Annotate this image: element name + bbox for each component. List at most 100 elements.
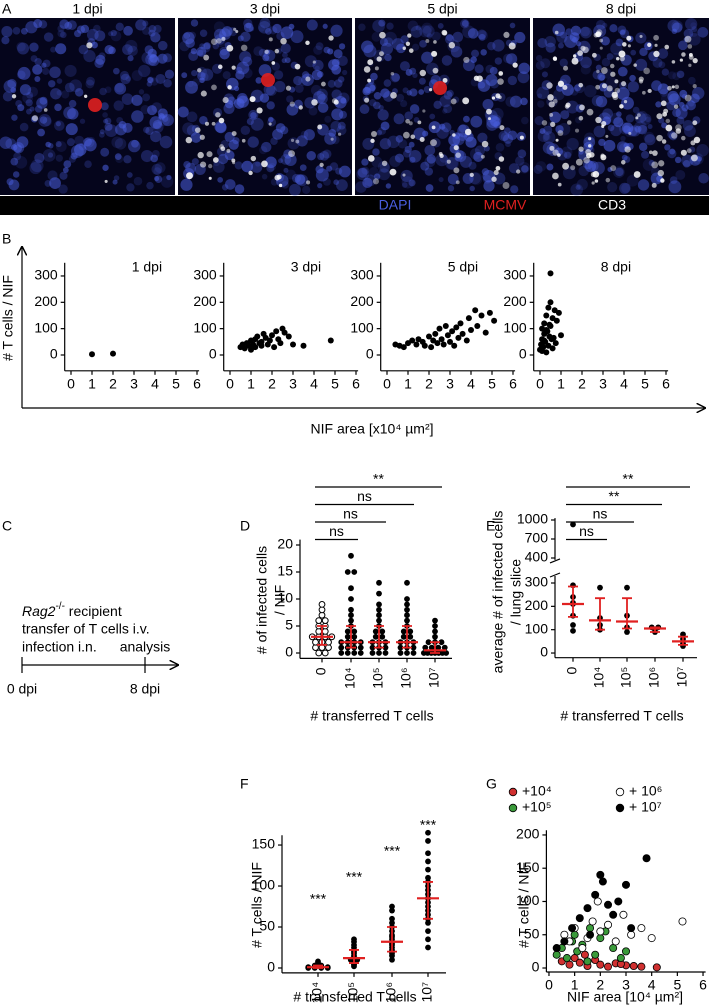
- cd3-cell: [639, 79, 644, 84]
- nucleus: [620, 135, 626, 142]
- nucleus: [259, 93, 270, 103]
- nucleus: [12, 26, 21, 35]
- cd3-cell: [379, 31, 386, 39]
- cd3-cell: [203, 54, 210, 61]
- cd3-cell: [407, 33, 412, 38]
- point: [389, 903, 395, 910]
- nucleus: [250, 117, 264, 131]
- nucleus: [643, 131, 655, 143]
- nucleus: [10, 157, 19, 166]
- nucleus: [54, 103, 62, 112]
- nucleus: [33, 19, 43, 29]
- nucleus: [619, 29, 626, 36]
- nucleus: [217, 176, 224, 183]
- point: [451, 342, 458, 349]
- nucleus: [55, 154, 63, 162]
- nucleus: [57, 29, 65, 38]
- nucleus: [505, 141, 511, 148]
- nucleus: [293, 75, 303, 86]
- point: [315, 617, 323, 624]
- nucleus: [560, 31, 568, 39]
- nucleus: [39, 96, 48, 105]
- nucleus: [569, 32, 580, 43]
- nucleus: [690, 22, 697, 29]
- point: [382, 644, 389, 651]
- point: [468, 326, 474, 333]
- nucleus: [545, 42, 556, 53]
- cd3-cell: [563, 65, 569, 71]
- nucleus: [636, 110, 648, 122]
- nucleus: [560, 110, 570, 120]
- nucleus: [111, 136, 123, 149]
- point: [463, 337, 470, 344]
- cd3-cell: [453, 167, 460, 174]
- nucleus: [419, 25, 432, 38]
- nucleus: [65, 123, 78, 136]
- nucleus: [537, 38, 548, 49]
- nucleus: [389, 72, 400, 83]
- nucleus: [458, 132, 467, 142]
- gene: Rag2: [22, 603, 56, 619]
- point: [344, 633, 351, 640]
- cd3-cell: [83, 94, 88, 98]
- nucleus: [258, 48, 267, 57]
- significance: **: [373, 471, 384, 487]
- point: [596, 927, 605, 936]
- nucleus: [671, 28, 678, 35]
- y-tick-label: 15: [277, 563, 293, 579]
- nucleus: [214, 34, 225, 45]
- nucleus: [317, 182, 323, 189]
- nucleus: [30, 55, 38, 62]
- nucleus: [43, 32, 54, 42]
- point: [369, 650, 376, 656]
- cd3-cell: [295, 139, 300, 144]
- nucleus: [515, 156, 525, 166]
- nucleus: [135, 19, 147, 31]
- cd3-cell: [469, 172, 474, 178]
- nucleus: [610, 112, 622, 125]
- nucleus: [142, 20, 149, 27]
- nucleus: [155, 73, 166, 84]
- nucleus: [34, 58, 42, 66]
- nucleus: [655, 101, 662, 108]
- panel-label: F: [240, 776, 249, 792]
- cd3-cell: [249, 96, 256, 103]
- nucleus: [421, 22, 433, 34]
- point: [425, 838, 431, 844]
- cd3-cell: [403, 131, 410, 139]
- nucleus: [657, 83, 669, 95]
- nucleus: [423, 85, 431, 93]
- nucleus: [412, 43, 420, 51]
- nucleus: [243, 18, 253, 29]
- cd3-cell: [688, 63, 692, 67]
- cd3-cell: [261, 160, 268, 168]
- nucleus: [261, 173, 268, 180]
- x-tick-label: 2: [596, 977, 604, 993]
- point: [258, 342, 265, 349]
- nucleus: [518, 62, 530, 75]
- nucleus: [185, 80, 198, 94]
- cd3-cell: [217, 64, 223, 70]
- nucleus: [420, 161, 430, 171]
- nucleus: [322, 23, 328, 29]
- nucleus: [197, 49, 204, 56]
- cd3-cell: [653, 34, 659, 41]
- significance: ns: [329, 523, 344, 539]
- nucleus: [99, 131, 105, 138]
- point: [547, 299, 554, 306]
- nucleus: [74, 88, 84, 97]
- nucleus: [372, 19, 385, 33]
- nucleus: [474, 64, 484, 74]
- point: [425, 639, 432, 646]
- nucleus: [331, 58, 340, 67]
- nucleus: [93, 24, 101, 33]
- nucleus: [413, 127, 426, 141]
- cd3-cell: [651, 182, 657, 188]
- nucleus: [380, 121, 390, 131]
- nucleus: [233, 98, 245, 109]
- point: [389, 915, 395, 922]
- nucleus: [146, 105, 157, 116]
- nucleus: [330, 121, 342, 132]
- point: [438, 336, 445, 343]
